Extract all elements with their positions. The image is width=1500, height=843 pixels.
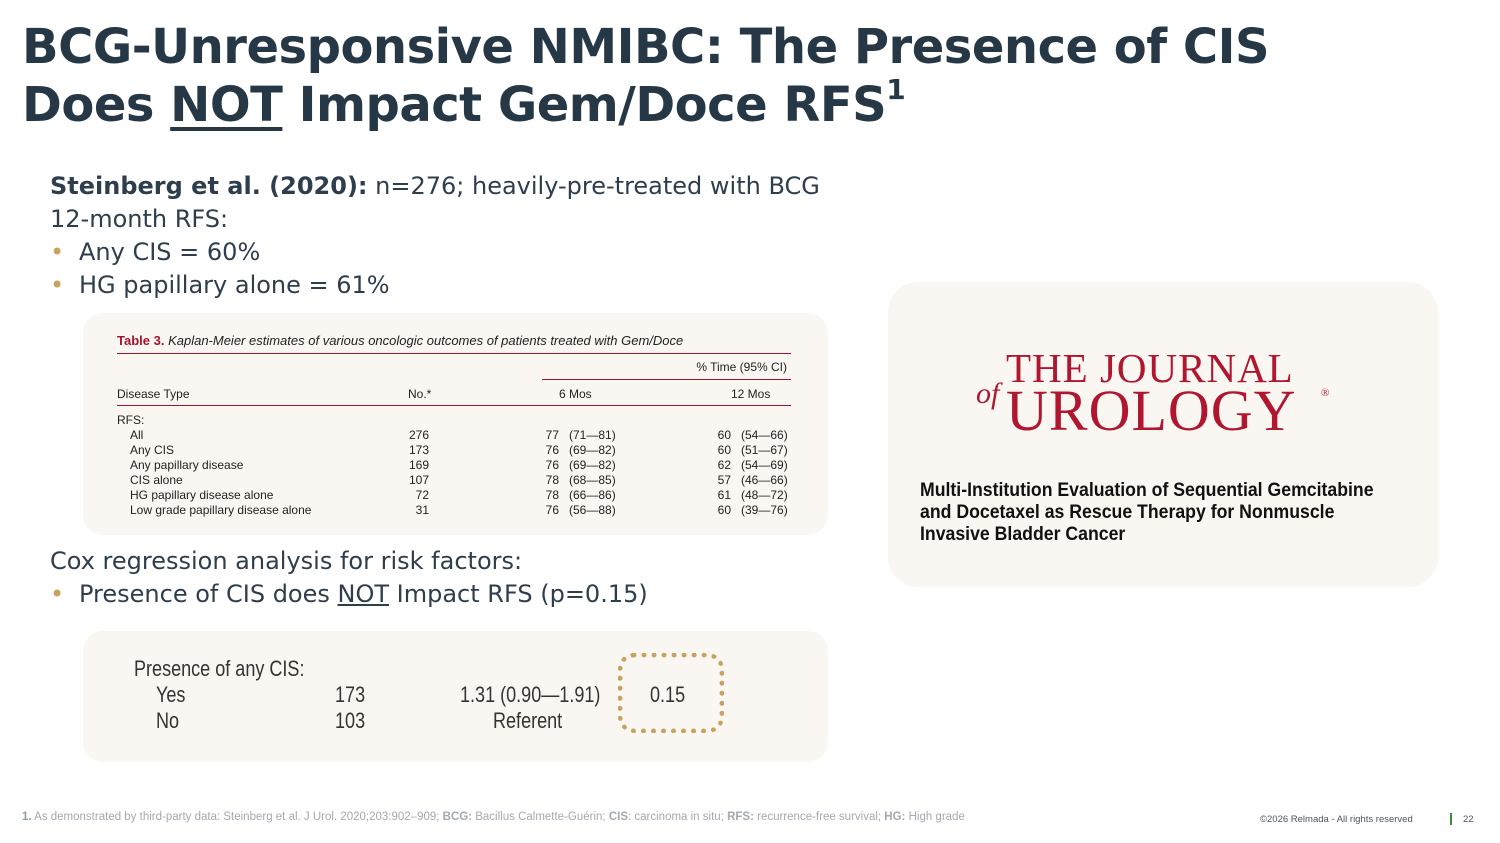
table3-cell-m6: 77 bbox=[545, 428, 559, 442]
table3-cell-m6: 76 bbox=[545, 503, 559, 517]
col-header-no: No.* bbox=[408, 387, 432, 401]
table3-cell-type: Any papillary disease bbox=[130, 458, 244, 472]
slide-title: BCG-Unresponsive NMIBC: The Presence of … bbox=[22, 18, 1422, 134]
journal-name-line1: THE JOURNAL bbox=[1006, 345, 1294, 391]
header-rule bbox=[117, 405, 791, 406]
table3-cell-ci6: (68—85) bbox=[569, 473, 616, 487]
col-header-12mos: 12 Mos bbox=[731, 387, 771, 401]
table3-cell-ci6: (66—86) bbox=[569, 488, 616, 502]
study-citation: Steinberg et al. (2020): bbox=[50, 172, 368, 200]
cox-bullet-pre: Presence of CIS does bbox=[79, 580, 338, 608]
footnote-abbr-rfs: RFS: bbox=[727, 811, 754, 823]
cox-table-card: Presence of any CIS: Yes 173 1.31 (0.90—… bbox=[83, 631, 828, 762]
article-title: Multi-Institution Evaluation of Sequenti… bbox=[920, 480, 1374, 545]
table3-cell-ci12: (39—76) bbox=[741, 503, 788, 517]
title-footnote-ref: 1 bbox=[886, 73, 906, 106]
footnote-text-5: High grade bbox=[905, 811, 965, 823]
group-header: % Time (95% CI) bbox=[696, 360, 787, 374]
group-rule bbox=[542, 379, 791, 380]
table3-cell-m12: 61 bbox=[717, 488, 731, 502]
table3-cell-type: HG papillary disease alone bbox=[130, 488, 274, 502]
footnote-abbr-bcg: BCG: bbox=[442, 811, 473, 823]
journal-name-of: of bbox=[976, 377, 1000, 410]
cox-bullet-post: Impact RFS (p=0.15) bbox=[389, 580, 648, 608]
study-description: n=276; heavily-pre-treated with BCG bbox=[367, 172, 820, 200]
table3-cell-ci6: (56—88) bbox=[569, 503, 616, 517]
cox-yes-hr: 1.31 (0.90—1.91) bbox=[460, 682, 601, 707]
table-top-rule bbox=[117, 353, 791, 354]
cox-heading: Cox regression analysis for risk factors… bbox=[50, 547, 523, 575]
table3-cell-m12: 57 bbox=[717, 473, 731, 487]
footnote-abbr-hg: HG: bbox=[884, 811, 906, 823]
table3-cell-ci12: (54—69) bbox=[741, 458, 788, 472]
table3-cell-ci12: (51—67) bbox=[741, 443, 788, 457]
table3-cell-no: 107 bbox=[408, 473, 429, 487]
table3-caption-text: Kaplan-Meier estimates of various oncolo… bbox=[164, 333, 684, 348]
title-not-underlined: NOT bbox=[170, 77, 283, 133]
table3-cell-no: 169 bbox=[408, 458, 429, 472]
bullet-hg-papillary: HG papillary alone = 61% bbox=[50, 269, 850, 302]
p-value-highlight bbox=[618, 653, 724, 733]
bullet-any-cis: Any CIS = 60% bbox=[50, 236, 850, 269]
table3-cell-m12: 60 bbox=[717, 443, 731, 457]
table3-cell-ci12: (54—66) bbox=[741, 428, 788, 442]
rfs-label: 12-month RFS: bbox=[50, 205, 229, 233]
title-line-2-post: Impact Gem/Doce RFS bbox=[282, 77, 887, 133]
table3-cell-m6: 78 bbox=[545, 488, 559, 502]
cox-no-label: No bbox=[156, 708, 180, 733]
title-line-2-pre: Does bbox=[22, 77, 171, 133]
journal-registered-mark: ® bbox=[1321, 387, 1330, 399]
table3-cell-ci6: (71—81) bbox=[569, 428, 616, 442]
cox-no-n: 103 bbox=[335, 708, 366, 733]
table3-cell-type: Any CIS bbox=[130, 443, 175, 457]
table3-cell-ci12: (46—66) bbox=[741, 473, 788, 487]
footnote-abbr-cis: CIS bbox=[608, 811, 628, 823]
table3-cell-m6: 76 bbox=[545, 443, 559, 457]
table3-cell-type: All bbox=[130, 428, 144, 442]
cox-bullet: Presence of CIS does NOT Impact RFS (p=0… bbox=[50, 578, 850, 611]
table3-cell-m6: 78 bbox=[545, 473, 559, 487]
table3-cell-type: Low grade papillary disease alone bbox=[130, 503, 312, 517]
cox-yes-p: 0.15 bbox=[650, 682, 686, 707]
table3-cell-type: CIS alone bbox=[130, 473, 183, 487]
cox-yes-label: Yes bbox=[156, 682, 186, 707]
cox-yes-n: 173 bbox=[335, 682, 366, 707]
col-header-6mos: 6 Mos bbox=[559, 387, 592, 401]
table3-cell-no: 31 bbox=[415, 503, 429, 517]
study-line: Steinberg et al. (2020): n=276; heavily-… bbox=[50, 170, 850, 203]
footer-divider bbox=[1450, 813, 1452, 825]
journal-name-line2: UROLOGY bbox=[1006, 378, 1297, 443]
section-rfs: RFS: bbox=[117, 413, 145, 427]
title-line-1: BCG-Unresponsive NMIBC: The Presence of … bbox=[22, 19, 1270, 75]
table3-caption: Table 3. Kaplan-Meier estimates of vario… bbox=[117, 333, 683, 348]
table3-cell-m12: 60 bbox=[717, 428, 731, 442]
footnote-text-3: : carcinoma in situ; bbox=[628, 811, 728, 823]
copyright: ©2026 Relmada - All rights reserved bbox=[1260, 814, 1413, 825]
table3-cell-no: 72 bbox=[415, 488, 429, 502]
cox-no-hr: Referent bbox=[493, 708, 563, 733]
footnote: 1. As demonstrated by third-party data: … bbox=[22, 811, 965, 823]
journal-card: THE JOURNAL of UROLOGY ® Multi-Instituti… bbox=[888, 282, 1438, 587]
cox-summary: Cox regression analysis for risk factors… bbox=[50, 545, 850, 611]
col-header-type: Disease Type bbox=[117, 387, 190, 401]
cox-label: Presence of any CIS: bbox=[134, 656, 305, 681]
cox-bullet-not: NOT bbox=[337, 580, 390, 608]
table3-cell-m12: 62 bbox=[717, 458, 731, 472]
table3-cell-m12: 60 bbox=[717, 503, 731, 517]
footnote-text-2: Bacillus Calmette-Guérin; bbox=[472, 811, 609, 823]
table3-cell-m6: 76 bbox=[545, 458, 559, 472]
table3-label: Table 3. bbox=[117, 333, 165, 348]
study-summary: Steinberg et al. (2020): n=276; heavily-… bbox=[50, 170, 850, 302]
footnote-number: 1. bbox=[22, 811, 32, 823]
table3-cell-ci6: (69—82) bbox=[569, 443, 616, 457]
footnote-text-4: recurrence-free survival; bbox=[753, 811, 885, 823]
table3-cell-no: 276 bbox=[408, 428, 429, 442]
table3-cell-no: 173 bbox=[408, 443, 429, 457]
table3-card: Table 3. Kaplan-Meier estimates of vario… bbox=[83, 313, 828, 535]
footnote-text-1: As demonstrated by third-party data: Ste… bbox=[31, 811, 443, 823]
table3-cell-ci6: (69—82) bbox=[569, 458, 616, 472]
table3-cell-ci12: (48—72) bbox=[741, 488, 788, 502]
page-number: 22 bbox=[1463, 814, 1474, 825]
